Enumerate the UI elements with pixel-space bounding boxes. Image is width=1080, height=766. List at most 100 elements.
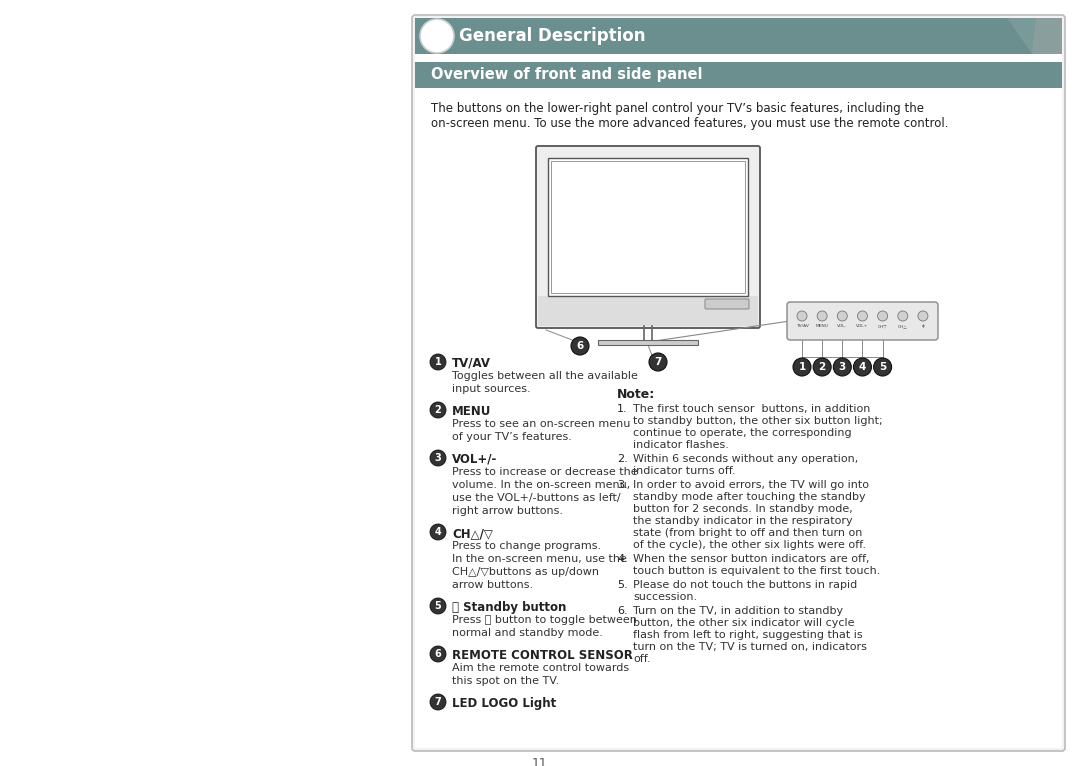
Text: indicator flashes.: indicator flashes. (633, 440, 729, 450)
Circle shape (813, 358, 832, 376)
Circle shape (874, 358, 892, 376)
Circle shape (649, 353, 667, 371)
Text: Toggles between all the available: Toggles between all the available (453, 371, 638, 381)
Text: Press ⏻ button to toggle between: Press ⏻ button to toggle between (453, 615, 637, 625)
Bar (598, 340, 698, 345)
Text: ⏻ Standby button: ⏻ Standby button (453, 601, 566, 614)
Text: VOL-: VOL- (837, 324, 848, 328)
Text: input sources.: input sources. (453, 384, 530, 394)
Text: MENU: MENU (453, 405, 491, 418)
Text: MENU: MENU (815, 324, 828, 328)
Text: VOL+: VOL+ (856, 324, 868, 328)
Text: Press to increase or decrease the: Press to increase or decrease the (453, 467, 637, 477)
Text: Within 6 seconds without any operation,: Within 6 seconds without any operation, (633, 454, 859, 464)
Circle shape (430, 354, 446, 370)
Text: The buttons on the lower-right panel control your TV’s basic features, including: The buttons on the lower-right panel con… (431, 102, 924, 115)
Text: 1: 1 (798, 362, 806, 372)
Text: volume. In the on-screen menu,: volume. In the on-screen menu, (453, 480, 631, 490)
Text: When the sensor button indicators are off,: When the sensor button indicators are of… (633, 554, 869, 564)
Text: Turn on the TV, in addition to standby: Turn on the TV, in addition to standby (633, 606, 843, 616)
Text: General Description: General Description (459, 27, 646, 45)
Text: TV/AV: TV/AV (453, 357, 491, 370)
Text: Aim the remote control towards: Aim the remote control towards (453, 663, 630, 673)
Text: CH△/▽: CH△/▽ (453, 527, 492, 540)
Bar (415, 18, 1062, 54)
Text: ϕ: ϕ (921, 324, 924, 328)
Text: 5: 5 (434, 601, 442, 611)
Circle shape (837, 311, 848, 321)
Text: succession.: succession. (633, 592, 697, 602)
Text: CH△: CH△ (897, 324, 907, 328)
Text: TV/AV: TV/AV (796, 324, 809, 328)
Circle shape (918, 311, 928, 321)
Bar (551, 161, 745, 293)
Text: button for 2 seconds. In standby mode,: button for 2 seconds. In standby mode, (633, 504, 853, 514)
Circle shape (818, 311, 827, 321)
Text: 7: 7 (654, 357, 662, 367)
Circle shape (853, 358, 872, 376)
Text: right arrow buttons.: right arrow buttons. (453, 506, 563, 516)
Circle shape (897, 311, 908, 321)
Text: 6: 6 (577, 341, 583, 351)
Bar (415, 62, 1062, 88)
Text: on-screen menu. To use the more advanced features, you must use the remote contr: on-screen menu. To use the more advanced… (431, 117, 948, 130)
Circle shape (420, 19, 454, 53)
Circle shape (430, 694, 446, 710)
Text: LED LOGO Light: LED LOGO Light (453, 697, 556, 710)
Circle shape (430, 598, 446, 614)
Text: 3.: 3. (617, 480, 627, 490)
Text: flash from left to right, suggesting that is: flash from left to right, suggesting tha… (633, 630, 863, 640)
Text: Press to see an on-screen menu: Press to see an on-screen menu (453, 419, 631, 429)
Text: state (from bright to off and then turn on: state (from bright to off and then turn … (633, 528, 862, 538)
FancyBboxPatch shape (536, 146, 760, 328)
Text: normal and standby mode.: normal and standby mode. (453, 628, 603, 638)
Circle shape (878, 311, 888, 321)
Text: 5: 5 (879, 362, 887, 372)
Circle shape (834, 358, 851, 376)
Text: CH△/▽buttons as up/down: CH△/▽buttons as up/down (453, 567, 599, 577)
Text: the standby indicator in the respiratory: the standby indicator in the respiratory (633, 516, 852, 526)
Text: The first touch sensor  buttons, in addition: The first touch sensor buttons, in addit… (633, 404, 870, 414)
Text: 4: 4 (859, 362, 866, 372)
Text: 3: 3 (434, 453, 442, 463)
Text: 2: 2 (819, 362, 826, 372)
Text: use the VOL+/-buttons as left/: use the VOL+/-buttons as left/ (453, 493, 621, 503)
Circle shape (571, 337, 589, 355)
Circle shape (430, 646, 446, 662)
Circle shape (858, 311, 867, 321)
Circle shape (430, 402, 446, 418)
Text: 11: 11 (532, 757, 548, 766)
Text: REMOTE CONTROL SENSOR: REMOTE CONTROL SENSOR (453, 649, 633, 662)
Text: off.: off. (633, 654, 650, 664)
Text: arrow buttons.: arrow buttons. (453, 580, 534, 590)
Text: In the on-screen menu, use the: In the on-screen menu, use the (453, 554, 626, 564)
Circle shape (793, 358, 811, 376)
FancyBboxPatch shape (705, 299, 750, 309)
Text: button, the other six indicator will cycle: button, the other six indicator will cyc… (633, 618, 854, 628)
Text: 3: 3 (839, 362, 846, 372)
Text: Note:: Note: (617, 388, 656, 401)
Bar (548, 158, 748, 296)
Text: touch button is equivalent to the first touch.: touch button is equivalent to the first … (633, 566, 880, 576)
Circle shape (430, 524, 446, 540)
Text: 1.: 1. (617, 404, 627, 414)
Text: standby mode after touching the standby: standby mode after touching the standby (633, 492, 866, 502)
Text: 5.: 5. (617, 580, 627, 590)
Text: Press to change programs.: Press to change programs. (453, 541, 602, 551)
FancyBboxPatch shape (411, 15, 1065, 751)
Polygon shape (1007, 18, 1062, 54)
Text: CH▽: CH▽ (878, 324, 888, 328)
Text: Please do not touch the buttons in rapid: Please do not touch the buttons in rapid (633, 580, 858, 590)
Text: 6: 6 (434, 649, 442, 659)
Text: 4: 4 (434, 527, 442, 537)
Text: indicator turns off.: indicator turns off. (633, 466, 735, 476)
Text: of the cycle), the other six lights were off.: of the cycle), the other six lights were… (633, 540, 866, 550)
Text: 4.: 4. (617, 554, 627, 564)
Text: VOL+/-: VOL+/- (453, 453, 498, 466)
FancyBboxPatch shape (787, 302, 939, 340)
Bar (415, 54, 1062, 62)
Text: of your TV’s features.: of your TV’s features. (453, 432, 572, 442)
Text: this spot on the TV.: this spot on the TV. (453, 676, 559, 686)
Text: Overview of front and side panel: Overview of front and side panel (431, 67, 702, 83)
Text: 2.: 2. (617, 454, 627, 464)
